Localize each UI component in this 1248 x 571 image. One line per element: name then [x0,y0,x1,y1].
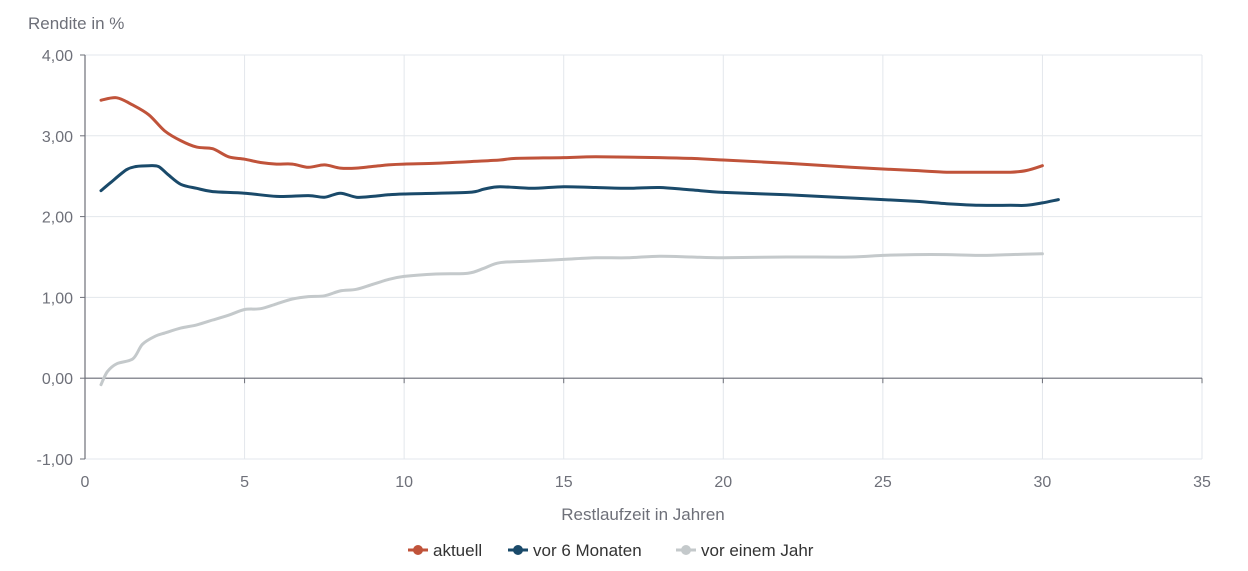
legend-item-1[interactable]: aktuell [408,541,482,560]
x-tick-label: 35 [1193,474,1211,491]
legend-label: aktuell [433,541,482,560]
series-line-1 [99,96,1044,174]
y-tick-label: 2,00 [42,210,73,227]
y-tick-label: 1,00 [42,290,73,307]
legend-label: vor einem Jahr [701,541,814,560]
x-axis-label: Restlaufzeit in Jahren [561,505,724,524]
y-tick-label: 3,00 [42,129,73,146]
y-axis-label: Rendite in % [28,14,124,33]
x-tick-label: 10 [395,474,413,491]
y-tick-label: 0,00 [42,371,73,388]
x-tick-label: 25 [874,474,892,491]
legend-marker [513,545,523,555]
x-tick-label: 5 [240,474,249,491]
series-lines [99,96,1060,387]
legend[interactable]: aktuell vor 6 Monaten vor einem Jahr [408,541,814,560]
x-tick-label: 0 [81,474,90,491]
x-tick-label: 15 [555,474,573,491]
legend-marker [413,545,423,555]
series-line-3 [99,252,1044,387]
legend-item-2[interactable]: vor 6 Monaten [508,541,642,560]
y-tick-label: -1,00 [37,452,74,469]
series-line-2 [99,164,1060,207]
x-tick-label: 20 [714,474,732,491]
legend-item-3[interactable]: vor einem Jahr [676,541,814,560]
y-tick-label: 4,00 [42,48,73,65]
legend-marker [681,545,691,555]
legend-label: vor 6 Monaten [533,541,642,560]
axes: -1,00 0,00 1,00 2,00 3,00 4,00 0 5 10 15 20 25 30 35 [37,48,1211,491]
x-tick-label: 30 [1034,474,1052,491]
